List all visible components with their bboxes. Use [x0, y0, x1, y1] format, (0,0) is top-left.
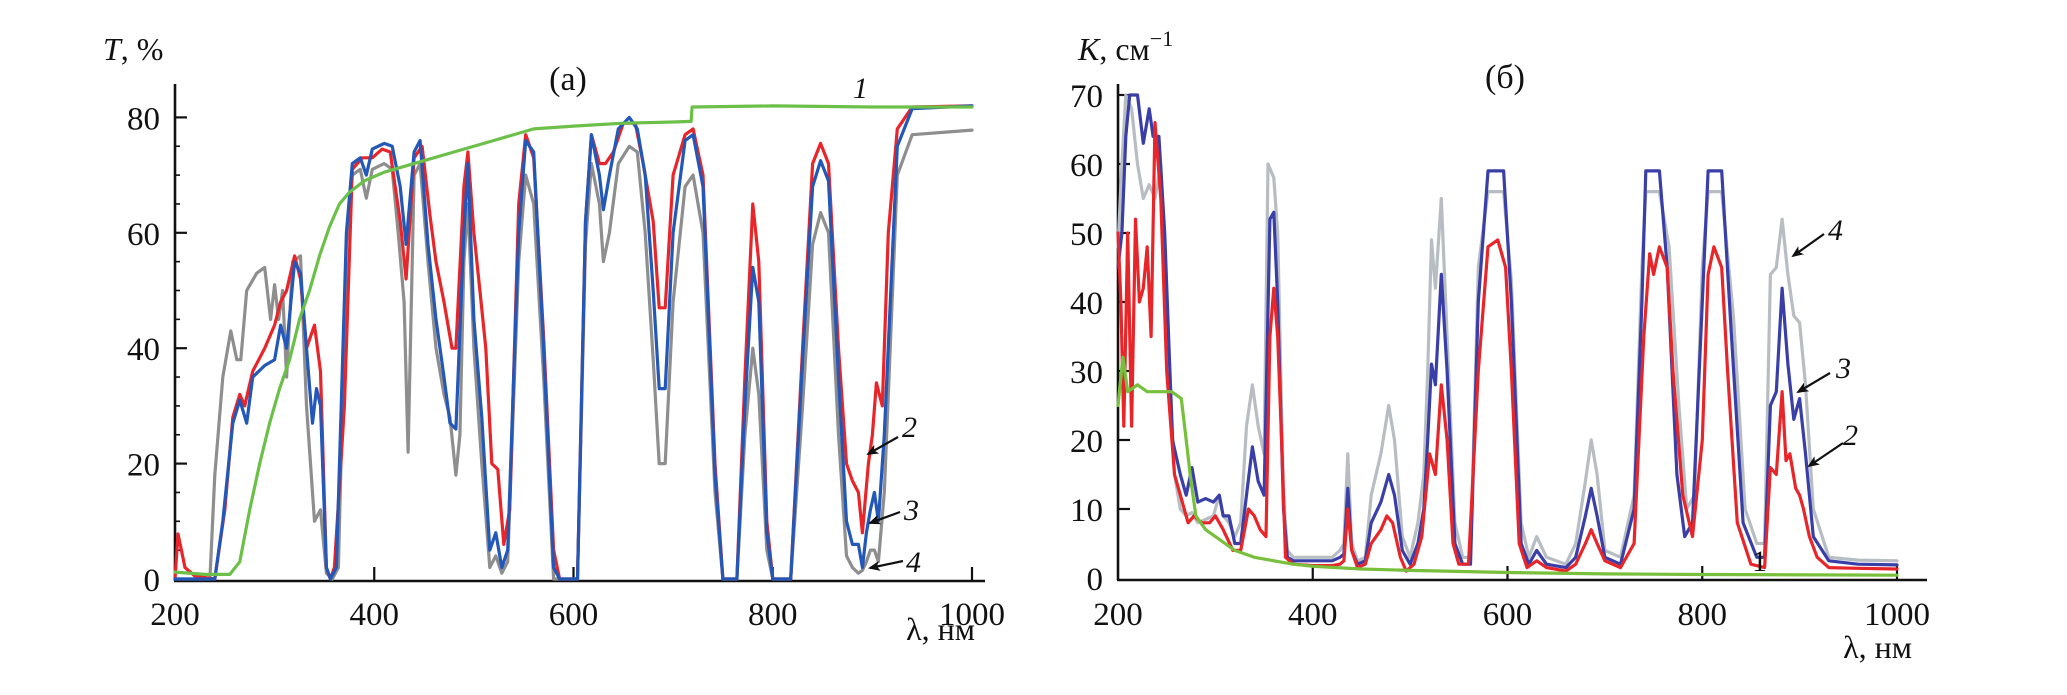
panel-b-curve-label-4: 4: [1828, 214, 1843, 247]
panel-a-transmission-chart: T, % (a) 200 400 600 800 1000 0 20 40 60 80 λ, нм…: [103, 31, 1005, 647]
y-axis-unit: , %: [121, 31, 164, 67]
y-tick-label: 20: [1070, 424, 1103, 460]
y-tick-label: 70: [1070, 79, 1103, 115]
panel-a-curve-label-1: 1: [853, 72, 868, 105]
x-tick-label: 1000: [939, 597, 1005, 633]
y-tick-label: 0: [1087, 562, 1104, 598]
panel-a-arrow-2: [866, 436, 899, 455]
y-tick-label: 40: [1070, 286, 1103, 322]
panel-a-curve-label-3: 3: [903, 494, 919, 527]
panel-b-absorption-chart: K, см−1 (б) 200 400 600 800 1000 0 10 20 30 40 50 6…: [1070, 26, 1930, 665]
y-tick-label: 20: [127, 448, 160, 484]
y-tick-label: 80: [127, 101, 160, 137]
x-tick-label: 200: [1093, 597, 1143, 633]
x-tick-label: 800: [1678, 597, 1728, 633]
x-tick-label: 1000: [1864, 597, 1930, 633]
panel-b-curve-label-2: 2: [1843, 419, 1858, 452]
panel-a-y-axis-title: T, %: [103, 31, 163, 67]
panel-b-title: (б): [1485, 59, 1525, 96]
x-tick-label: 600: [1483, 597, 1533, 633]
x-tick-label: 400: [1288, 597, 1338, 633]
x-tick-label: 400: [350, 597, 400, 633]
y-axis-symbol: T: [103, 31, 123, 67]
panel-b-axes: 200 400 600 800 1000 0 10 20 30 40 50 60 70: [1070, 79, 1930, 633]
panel-a-x-axis-title: λ, нм: [906, 611, 975, 647]
series-line-4: [173, 128, 974, 581]
panel-a-axes: 200 400 600 800 1000 0 20 40 60 80: [127, 84, 1005, 633]
x-tick-label: 800: [748, 597, 798, 633]
y-axis-unit-superscript: −1: [1150, 26, 1173, 51]
y-tick-label: 60: [1070, 148, 1103, 184]
panel-b-arrow-3: [1796, 372, 1831, 394]
panel-b-x-axis-title: λ, нм: [1843, 629, 1912, 665]
panel-b-y-axis-title: K, см−1: [1077, 26, 1173, 67]
y-tick-label: 40: [127, 332, 160, 368]
series-line-1: [1116, 355, 1899, 577]
panel-a-curve-label-2: 2: [902, 411, 917, 444]
panel-b-curve-label-3: 3: [1835, 352, 1851, 385]
panel-b-curve-label-1: 1: [1752, 545, 1767, 578]
panel-b-series: [1116, 93, 1899, 577]
x-tick-label: 200: [150, 597, 200, 633]
series-line-1: [173, 104, 974, 576]
y-tick-label: 0: [144, 563, 161, 599]
series-line-3: [1116, 93, 1899, 570]
y-tick-label: 60: [127, 217, 160, 253]
panel-a-title: (a): [549, 61, 587, 98]
panel-a-arrow-4: [868, 559, 904, 571]
y-axis-unit: , см: [1099, 31, 1149, 67]
y-tick-label: 30: [1070, 355, 1103, 391]
y-axis-symbol: K: [1077, 31, 1101, 67]
y-tick-label: 50: [1070, 217, 1103, 253]
x-tick-label: 600: [549, 597, 599, 633]
panel-a-arrow-3: [868, 510, 901, 525]
series-line-3: [173, 104, 974, 581]
panel-a-curve-label-4: 4: [906, 546, 921, 579]
y-tick-label: 10: [1070, 493, 1103, 529]
panel-a-series: [173, 104, 974, 581]
panel-b-arrow-4: [1791, 233, 1825, 258]
panel-b-arrow-2: [1807, 442, 1844, 468]
